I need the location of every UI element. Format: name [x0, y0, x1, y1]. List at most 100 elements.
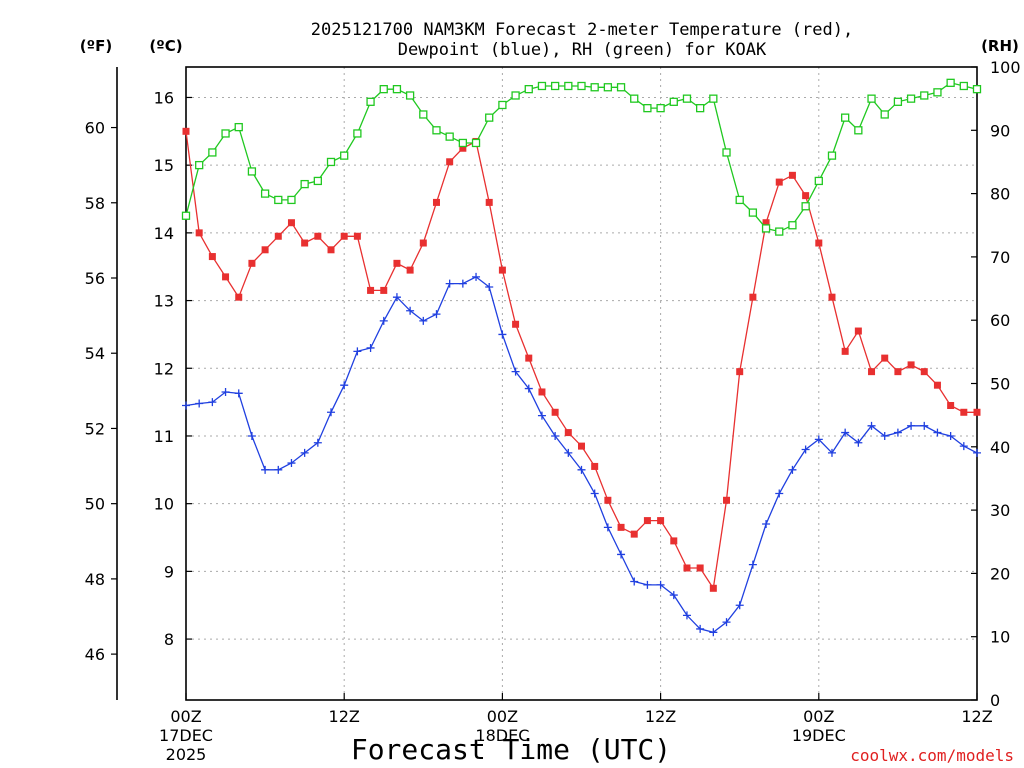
temperature-point: [960, 408, 968, 416]
temperature-point: [973, 408, 981, 416]
temperature-point: [340, 232, 348, 240]
rh-tick-label: 100: [990, 58, 1021, 77]
rh-tick-label: 50: [990, 375, 1010, 394]
series-rh: [181, 78, 982, 236]
rh-point: [920, 91, 929, 100]
rh-point: [946, 78, 955, 87]
rh-point: [221, 129, 230, 138]
dewpoint-point: [669, 591, 678, 600]
dewpoint-point: [880, 431, 889, 440]
dewpoint-point: [590, 489, 599, 498]
dewpoint-point: [854, 438, 863, 447]
celsius-tick-label: 16: [154, 88, 174, 107]
temperature-point: [762, 219, 770, 227]
plot-frame: [185, 66, 978, 701]
temperature-point: [182, 127, 190, 135]
rh-point: [195, 160, 204, 170]
celsius-tick-label: 14: [154, 224, 174, 243]
temperature-point: [683, 564, 691, 572]
temperature-point: [446, 158, 454, 166]
axis-ticks: 8 9 10 11 12 13 14 15 16 46 48 50 52 54 56 58 60 0 10 20 30 4…: [85, 58, 1021, 764]
rh-point: [761, 224, 771, 233]
dewpoint-point: [182, 401, 190, 410]
dewpoint-point: [432, 310, 441, 319]
dewpoint-point: [445, 279, 454, 288]
dewpoint-point: [841, 428, 850, 437]
temperature-point: [525, 354, 533, 362]
temperature-point: [828, 293, 836, 301]
x-tick-label-time: 00Z: [487, 707, 518, 726]
temperature-point: [868, 368, 876, 376]
dewpoint-point: [485, 283, 494, 292]
gridlines: [186, 67, 977, 700]
dewpoint-point: [274, 465, 283, 474]
dewpoint-point: [247, 431, 256, 440]
temperature-point: [367, 286, 375, 294]
dewpoint-point: [498, 330, 507, 339]
celsius-tick-label: 15: [154, 156, 174, 175]
fahrenheit-tick-label: 50: [85, 495, 105, 514]
temperature-point: [947, 402, 955, 410]
fahrenheit-unit-label: (ºF): [80, 37, 112, 55]
rh-point: [972, 85, 982, 94]
rh-point: [827, 151, 837, 160]
rh-tick-label: 0: [990, 691, 1000, 710]
rh-tick-label: 20: [990, 564, 1010, 583]
dewpoint-point: [287, 459, 296, 468]
celsius-tick-label: 12: [154, 359, 174, 378]
temperature-point: [406, 266, 414, 274]
rh-point: [313, 176, 322, 186]
temperature-point: [920, 368, 928, 376]
dewpoint-point: [366, 343, 375, 352]
rh-point: [208, 148, 217, 157]
temperature-point: [775, 178, 783, 186]
dewpoint-point: [959, 442, 968, 451]
series-temperature: [182, 127, 981, 592]
temperature-point: [723, 496, 731, 504]
dewpoint-point: [300, 448, 309, 457]
rh-point: [603, 83, 613, 92]
dewpoint-point: [340, 381, 349, 390]
rh-point: [959, 81, 968, 91]
temperature-point: [432, 198, 440, 206]
dewpoint-point: [788, 465, 797, 474]
dewpoint-point: [564, 448, 573, 457]
rh-point: [234, 122, 243, 132]
temperature-point: [380, 286, 388, 294]
rh-tick-label: 60: [990, 311, 1010, 330]
rh-point: [867, 94, 876, 103]
x-tick-label-time: 12Z: [329, 707, 360, 726]
temperature-point: [696, 564, 704, 572]
temperature-point: [841, 347, 849, 355]
temperature-point: [485, 198, 493, 206]
rh-tick-label: 80: [990, 185, 1010, 204]
dewpoint-point: [867, 421, 876, 430]
temperature-point: [538, 388, 546, 396]
dewpoint-point: [577, 465, 586, 474]
rh-point: [181, 211, 191, 220]
dewpoint-point: [920, 421, 929, 430]
x-tick-label-time: 12Z: [961, 707, 992, 726]
dewpoint-point: [195, 399, 204, 408]
celsius-tick-label: 10: [154, 495, 174, 514]
fahrenheit-tick-label: 58: [85, 194, 105, 213]
rh-point: [630, 94, 639, 103]
rh-point: [854, 126, 863, 135]
dewpoint-point: [630, 577, 639, 586]
rh-point: [616, 83, 626, 92]
dewpoint-point: [406, 306, 415, 315]
dewpoint-point: [696, 624, 705, 633]
temperature-point: [657, 517, 665, 525]
rh-point: [379, 85, 388, 94]
temperature-point: [327, 246, 335, 254]
rh-point: [432, 126, 441, 135]
rh-point: [748, 208, 758, 217]
temperature-point: [195, 229, 203, 237]
temperature-point: [314, 232, 322, 240]
rh-point: [340, 151, 349, 160]
rh-point: [722, 148, 731, 157]
dewpoint-point: [814, 435, 823, 444]
temperature-point: [709, 584, 717, 592]
fahrenheit-tick-label: 52: [85, 419, 105, 438]
fahrenheit-tick-label: 60: [85, 119, 105, 138]
